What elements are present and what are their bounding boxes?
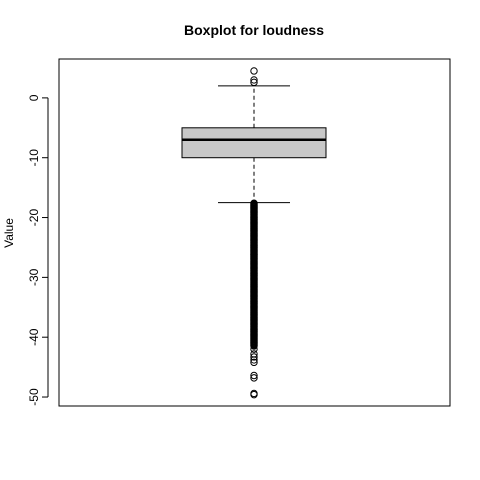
y-axis-label: Value (2, 218, 16, 248)
y-tick-label: 0 (27, 94, 41, 101)
plot-frame (58, 58, 451, 407)
iqr-box (181, 127, 327, 159)
outlier-point (250, 371, 258, 380)
outlier-point (250, 67, 258, 75)
outliers (250, 67, 258, 399)
y-tick-label: -10 (27, 149, 41, 167)
outlier-point (250, 390, 258, 399)
y-tick-label: -50 (27, 388, 41, 406)
y-axis: 0 -10 -20 -30 -40 -50 (27, 94, 49, 406)
chart-title: Boxplot for loudness (184, 22, 324, 38)
y-tick-label: -20 (27, 209, 41, 227)
boxplot (181, 85, 327, 204)
y-tick-label: -40 (27, 328, 41, 346)
outlier-point (250, 345, 258, 353)
outlier-point (250, 358, 258, 367)
outlier-point (250, 374, 258, 382)
outlier-point (250, 76, 258, 84)
outlier-point (250, 353, 258, 361)
outlier-point (250, 342, 258, 350)
outlier-point (250, 78, 258, 87)
outlier-point (250, 356, 258, 364)
y-tick-label: -30 (27, 268, 41, 286)
